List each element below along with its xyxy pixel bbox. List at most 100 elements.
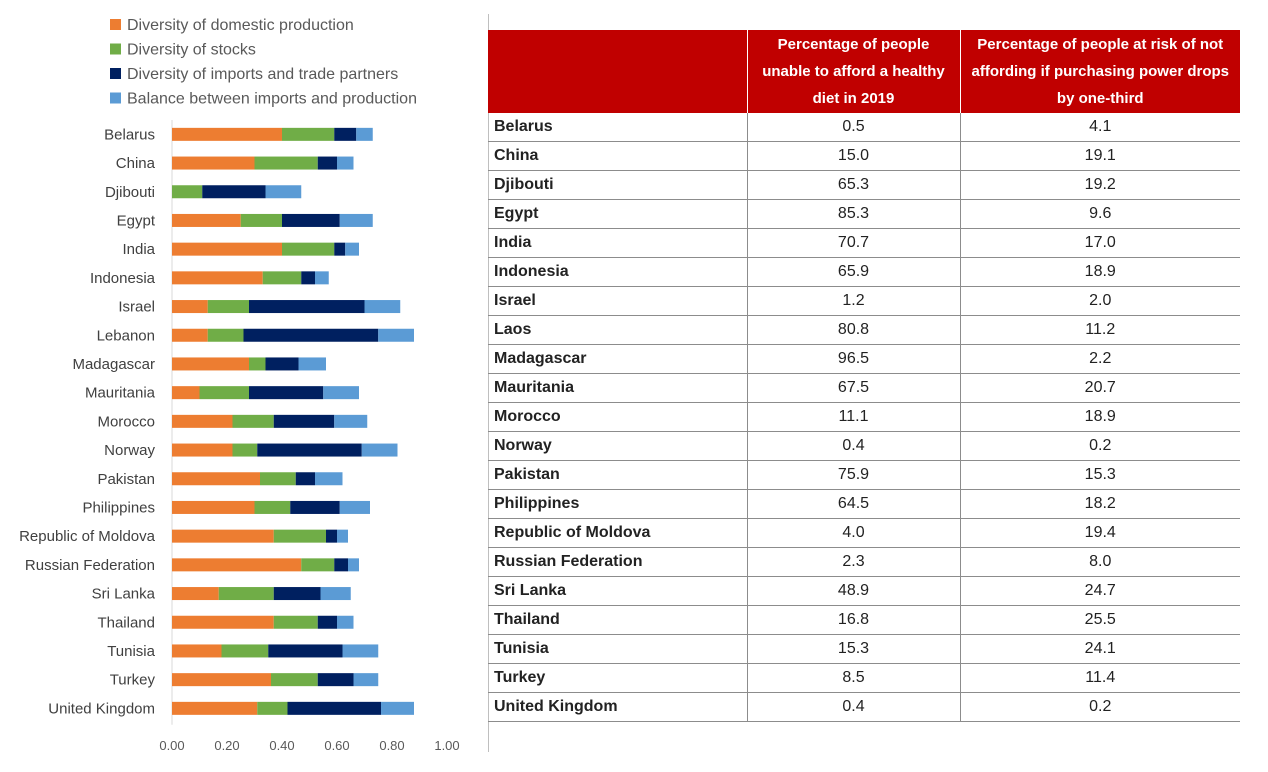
table-row: Laos 80.8 11.2 bbox=[488, 315, 1240, 345]
table-row: Djibouti 65.3 19.2 bbox=[488, 170, 1240, 200]
bar-segment bbox=[320, 587, 351, 601]
legend-label: Diversity of domestic production bbox=[127, 17, 354, 34]
category-label: Mauritania bbox=[85, 385, 156, 402]
cell-unable-afford: 15.0 bbox=[747, 141, 961, 171]
bar-segment bbox=[301, 271, 315, 285]
bar-segment bbox=[254, 500, 291, 514]
bar-segment bbox=[254, 156, 318, 170]
cell-at-risk: 18.9 bbox=[960, 402, 1240, 432]
bar-segment bbox=[172, 242, 282, 256]
category-label: Morocco bbox=[97, 413, 155, 430]
cell-at-risk: 17.0 bbox=[960, 228, 1240, 258]
cell-country: Madagascar bbox=[488, 344, 748, 374]
cell-country: Russian Federation bbox=[488, 547, 748, 577]
table-row: Pakistan 75.9 15.3 bbox=[488, 460, 1240, 490]
category-label: Belarus bbox=[104, 126, 155, 143]
cell-country: Indonesia bbox=[488, 257, 748, 287]
cell-country: India bbox=[488, 228, 748, 258]
cell-country: Djibouti bbox=[488, 170, 748, 200]
cell-unable-afford: 1.2 bbox=[747, 286, 961, 316]
cell-at-risk: 2.0 bbox=[960, 286, 1240, 316]
category-label: Madagascar bbox=[72, 356, 155, 373]
x-tick-label: 0.40 bbox=[269, 738, 294, 753]
bar-segment bbox=[172, 443, 233, 457]
cell-unable-afford: 80.8 bbox=[747, 315, 961, 345]
category-label: Sri Lanka bbox=[92, 586, 156, 603]
bar-segment bbox=[315, 271, 329, 285]
x-tick-label: 0.80 bbox=[379, 738, 404, 753]
bar-segment bbox=[172, 644, 222, 658]
cell-country: United Kingdom bbox=[488, 692, 748, 722]
bar-segment bbox=[361, 443, 398, 457]
cell-unable-afford: 65.3 bbox=[747, 170, 961, 200]
cell-country: Mauritania bbox=[488, 373, 748, 403]
bar-segment bbox=[315, 472, 343, 486]
bar-segment bbox=[262, 271, 302, 285]
cell-country: Philippines bbox=[488, 489, 748, 519]
cell-at-risk: 25.5 bbox=[960, 605, 1240, 635]
bar-segment bbox=[339, 500, 370, 514]
cell-country: Morocco bbox=[488, 402, 748, 432]
bar-segment bbox=[240, 213, 282, 227]
category-label: Philippines bbox=[82, 499, 155, 516]
bar-segment bbox=[249, 357, 266, 371]
bar-segment bbox=[249, 386, 324, 400]
bar-segment bbox=[172, 271, 263, 285]
bar-segment bbox=[295, 472, 315, 486]
bar-segment bbox=[273, 529, 326, 543]
legend-label: Balance between imports and production bbox=[127, 91, 417, 108]
bar-segment bbox=[199, 386, 249, 400]
bar-segment bbox=[317, 156, 337, 170]
bar-segment bbox=[356, 127, 373, 141]
cell-at-risk: 2.2 bbox=[960, 344, 1240, 374]
bar-segment bbox=[207, 300, 249, 314]
cell-at-risk: 19.1 bbox=[960, 141, 1240, 171]
bar-segment bbox=[172, 701, 258, 715]
table-header-row: Percentage of people unable to afford a … bbox=[488, 30, 1240, 113]
bar-segment bbox=[298, 357, 326, 371]
category-label: Israel bbox=[118, 299, 155, 316]
cell-at-risk: 18.2 bbox=[960, 489, 1240, 519]
bar-segment bbox=[172, 529, 274, 543]
cell-country: Laos bbox=[488, 315, 748, 345]
bar-segment bbox=[345, 242, 359, 256]
bar-segment bbox=[273, 615, 318, 629]
bar-segment bbox=[364, 300, 401, 314]
header-country bbox=[488, 30, 748, 113]
category-label: India bbox=[122, 241, 155, 258]
cell-country: Belarus bbox=[488, 113, 748, 142]
bar-segment bbox=[268, 644, 343, 658]
cell-unable-afford: 4.0 bbox=[747, 518, 961, 548]
cell-unable-afford: 0.4 bbox=[747, 692, 961, 722]
table-row: Morocco 11.1 18.9 bbox=[488, 402, 1240, 432]
cell-country: Egypt bbox=[488, 199, 748, 229]
legend-swatch bbox=[110, 68, 121, 79]
table-row: Mauritania 67.5 20.7 bbox=[488, 373, 1240, 403]
category-label: Turkey bbox=[110, 672, 156, 689]
category-label: Pakistan bbox=[97, 471, 155, 488]
bar-segment bbox=[172, 414, 233, 428]
bar-segment bbox=[172, 185, 203, 199]
bar-segment bbox=[282, 213, 340, 227]
data-table-wrapper: Percentage of people unable to afford a … bbox=[488, 30, 1240, 722]
bar-segment bbox=[282, 127, 335, 141]
bar-segment bbox=[243, 328, 379, 342]
bar-segment bbox=[172, 300, 208, 314]
cell-country: Tunisia bbox=[488, 634, 748, 664]
bar-segment bbox=[207, 328, 244, 342]
category-label: Egypt bbox=[117, 212, 156, 229]
bar-segment bbox=[260, 472, 296, 486]
bar-segment bbox=[317, 673, 354, 687]
cell-unable-afford: 0.5 bbox=[747, 113, 961, 142]
bar-segment bbox=[172, 673, 271, 687]
bar-segment bbox=[257, 701, 288, 715]
bar-segment bbox=[326, 529, 337, 543]
table-row: Sri Lanka 48.9 24.7 bbox=[488, 576, 1240, 606]
bar-segment bbox=[249, 300, 365, 314]
bar-segment bbox=[271, 673, 318, 687]
table-row: Madagascar 96.5 2.2 bbox=[488, 344, 1240, 374]
bar-segment bbox=[287, 701, 381, 715]
header-unable-afford: Percentage of people unable to afford a … bbox=[747, 30, 961, 113]
cell-at-risk: 8.0 bbox=[960, 547, 1240, 577]
bar-segment bbox=[172, 127, 282, 141]
